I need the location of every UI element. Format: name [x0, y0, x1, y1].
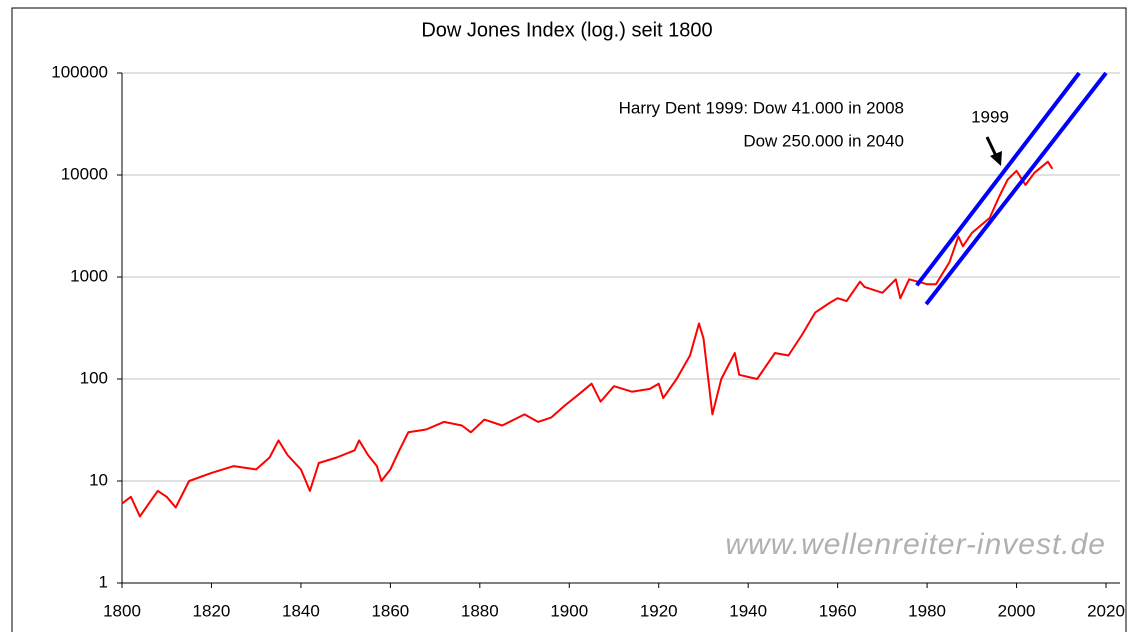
y-tick-label: 100 [80, 368, 108, 387]
x-tick-label: 1880 [461, 601, 499, 620]
x-tick-label: 2000 [998, 601, 1036, 620]
x-tick-label: 1840 [282, 601, 320, 620]
x-tick-label: 1800 [103, 601, 141, 620]
chart-title: Dow Jones Index (log.) seit 1800 [421, 19, 712, 41]
series-line [121, 160, 1054, 518]
annotation: Dow 250.000 in 2040 [743, 131, 904, 150]
annotation: 1999 [971, 107, 1009, 126]
watermark: www.wellenreiter-invest.de [725, 528, 1106, 561]
y-tick-label: 10 [89, 470, 108, 489]
x-tick-label: 1940 [729, 601, 767, 620]
x-tick-label: 1960 [819, 601, 857, 620]
x-tick-label: 1860 [371, 601, 409, 620]
series-line [924, 71, 1108, 306]
y-tick-label: 100000 [51, 62, 108, 81]
x-tick-label: 2020 [1087, 601, 1125, 620]
series-line [915, 71, 1081, 287]
y-tick-label: 1 [99, 572, 108, 591]
chart-frame [11, 7, 1127, 632]
x-tick-label: 1980 [908, 601, 946, 620]
x-tick-label: 1900 [550, 601, 588, 620]
y-tick-label: 1000 [70, 266, 108, 285]
y-tick-label: 10000 [61, 164, 108, 183]
x-tick-label: 1820 [193, 601, 231, 620]
arrow-head [990, 151, 1002, 166]
annotation: Harry Dent 1999: Dow 41.000 in 2008 [619, 98, 904, 117]
x-tick-label: 1920 [640, 601, 678, 620]
